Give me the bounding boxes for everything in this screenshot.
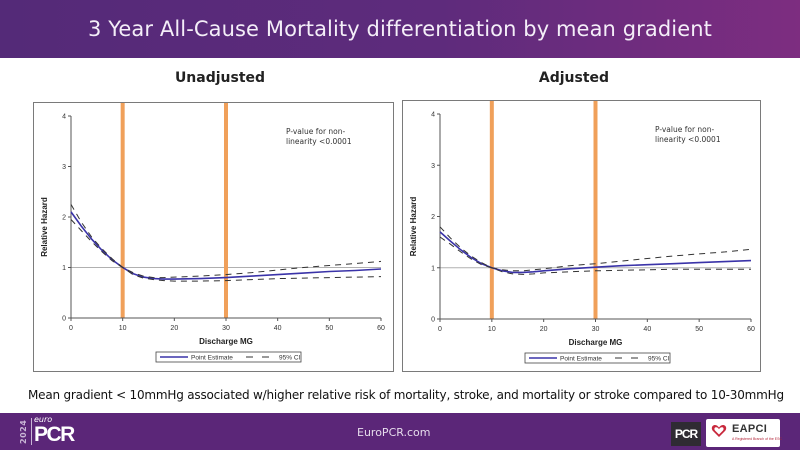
y-tick-label: 4 [431, 112, 435, 119]
legend-ci-label: 95% CI [648, 356, 670, 363]
logo-year: 2024 [19, 419, 28, 445]
x-axis-title: Discharge MG [199, 337, 253, 346]
y-tick-label: 0 [431, 317, 435, 324]
chart-title-unadjusted: Unadjusted [174, 70, 266, 86]
legend-ci-label: 95% CI [279, 355, 301, 362]
eapci-logo: EAPCI A Registered Branch of the ESC [706, 419, 782, 447]
y-tick-label: 1 [62, 265, 66, 272]
x-tick-label: 50 [325, 325, 333, 332]
pcr-logo: PCR [671, 422, 701, 446]
legend-box [155, 351, 302, 363]
footer-url[interactable]: EuroPCR.com [357, 426, 431, 439]
legend-box [524, 352, 671, 364]
x-tick-label: 60 [377, 325, 385, 332]
y-tick-label: 2 [62, 215, 66, 222]
point-estimate-line [439, 231, 752, 274]
x-tick-label: 40 [274, 325, 282, 332]
logo-euro: euro [34, 415, 53, 424]
ci-lower-line [70, 219, 382, 282]
chart-title-adjusted: Adjusted [538, 70, 610, 86]
x-tick-label: 0 [69, 325, 73, 332]
p-value-annotation-line2: linearity <0.0001 [655, 135, 721, 144]
eapci-subtitle: A Registered Branch of the ESC [732, 437, 782, 441]
x-tick-label: 40 [643, 326, 651, 333]
x-axis-title: Discharge MG [569, 338, 623, 347]
x-tick-label: 0 [438, 326, 442, 333]
x-tick-label: 60 [747, 326, 755, 333]
x-tick-label: 10 [119, 325, 127, 332]
p-value-annotation: P-value for non- [286, 127, 346, 136]
y-tick-label: 3 [431, 163, 435, 170]
y-axis-title: Relative Hazard [40, 197, 49, 257]
ci-upper-line [70, 204, 382, 279]
heart-icon [711, 424, 727, 437]
y-axis-title: Relative Hazard [409, 197, 418, 257]
y-tick-label: 1 [431, 265, 435, 272]
legend-point-estimate-label: Point Estimate [191, 355, 233, 362]
eapci-label: EAPCI [732, 423, 768, 435]
y-tick-label: 3 [62, 164, 66, 171]
chart-unadjusted: 0 1 2 3 4 0 10 20 30 40 50 60 Discharge MG Relative H… [33, 102, 394, 372]
ci-lower-line [439, 236, 751, 275]
x-tick-label: 10 [488, 326, 496, 333]
x-tick-label: 20 [540, 326, 548, 333]
slide-header: 3 Year All-Cause Mortality differentiati… [0, 0, 800, 58]
y-tick-label: 2 [431, 214, 435, 221]
legend-point-estimate-label: Point Estimate [560, 356, 602, 363]
x-tick-label: 30 [592, 326, 600, 333]
x-tick-label: 50 [695, 326, 703, 333]
p-value-annotation: P-value for non- [655, 125, 715, 134]
footer: 2024 euro PCR EuroPCR.com PCR EAPCI A Re… [0, 413, 800, 450]
y-tick-label: 4 [62, 114, 66, 121]
chart-adjusted: 0 1 2 3 4 0 10 20 30 40 50 60 Discharge MG Relative H… [402, 100, 761, 372]
x-tick-label: 20 [170, 325, 178, 332]
logo-divider [31, 418, 32, 445]
point-estimate-line [70, 211, 382, 280]
p-value-annotation-line2: linearity <0.0001 [286, 137, 352, 146]
x-tick-label: 30 [222, 325, 230, 332]
slide-title: 3 Year All-Cause Mortality differentiati… [87, 17, 712, 41]
caption: Mean gradient < 10mmHg associated w/high… [28, 388, 784, 402]
europcr-logo: PCR [34, 423, 75, 446]
y-tick-label: 0 [62, 316, 66, 323]
